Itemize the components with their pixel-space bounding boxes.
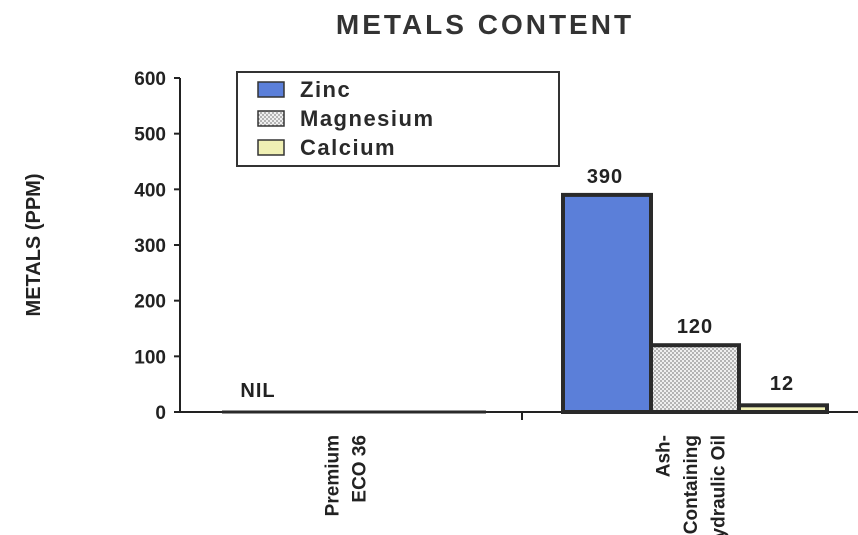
y-tick-label: 400 xyxy=(134,180,166,201)
legend-label-calcium: Calcium xyxy=(300,135,396,160)
data-label: 390 xyxy=(587,166,623,188)
plot-area: 0 100 200 300 400 500 600 Premium ECO 36 Ash- Cont… xyxy=(134,69,858,535)
legend-box xyxy=(236,71,560,167)
y-tick-label: 100 xyxy=(134,347,166,368)
legend-label-zinc: Zinc xyxy=(300,77,351,102)
legend-swatch-calcium xyxy=(257,139,285,156)
legend-label-magnesium: Magnesium xyxy=(300,106,435,131)
y-tick-label: 500 xyxy=(134,125,166,146)
x-category-label: Ash- xyxy=(654,435,675,477)
bar-calcium xyxy=(737,403,829,415)
y-tick-label: 300 xyxy=(134,236,166,257)
bar-zinc xyxy=(561,192,653,414)
legend-swatch-zinc xyxy=(257,81,285,98)
chart-title: METALS CONTENT xyxy=(336,9,634,40)
data-label: 120 xyxy=(677,316,713,338)
x-category-label: Hydraulic Oil xyxy=(708,435,729,535)
y-tick-label: 0 xyxy=(155,403,166,424)
data-label: NIL xyxy=(240,380,275,402)
y-tick-label: 200 xyxy=(134,292,166,313)
legend-swatch-magnesium xyxy=(257,110,285,127)
data-label: 12 xyxy=(770,373,794,395)
x-category-label: ECO 36 xyxy=(350,435,371,503)
x-category-label: Premium xyxy=(322,435,343,516)
y-tick-label: 600 xyxy=(134,69,166,90)
y-axis-label: METALS (PPM) xyxy=(23,174,45,317)
x-category-label: Containing xyxy=(681,435,702,534)
legend: Zinc Magnesium Calcium xyxy=(236,71,560,167)
bar-magnesium xyxy=(649,343,741,415)
